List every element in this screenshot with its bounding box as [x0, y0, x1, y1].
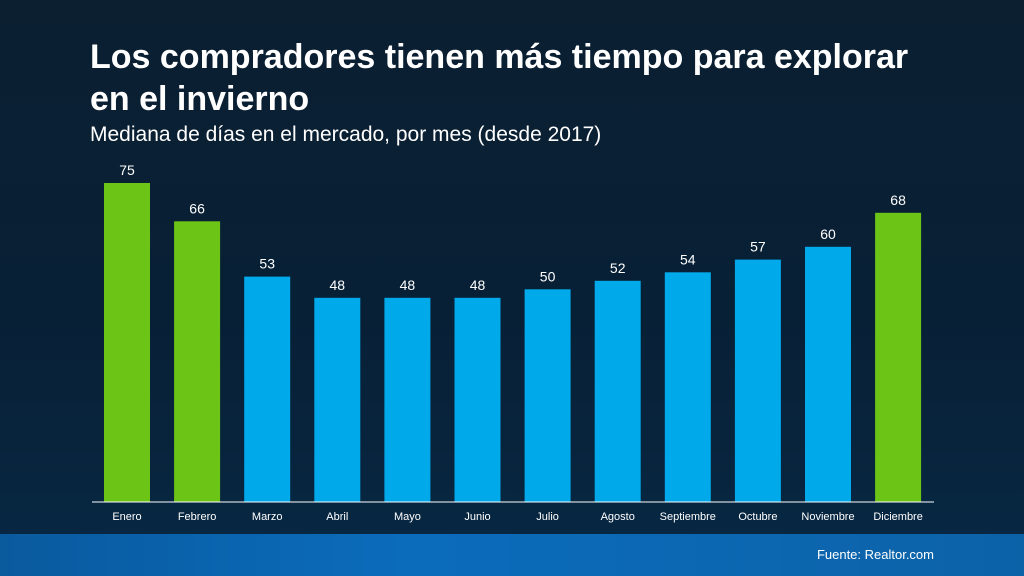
data-label-diciembre: 68 — [890, 192, 906, 208]
bar-abril — [314, 297, 361, 502]
data-label-febrero: 66 — [189, 200, 205, 216]
x-tick-label-septiembre: Septiembre — [660, 511, 716, 523]
x-tick-label-mayo: Mayo — [394, 511, 421, 523]
bar-marzo — [244, 276, 291, 502]
bar-febrero — [174, 221, 221, 503]
data-label-julio: 50 — [540, 268, 556, 284]
bar-octubre — [734, 259, 781, 502]
x-tick-label-abril: Abril — [326, 511, 348, 523]
data-label-marzo: 53 — [259, 256, 275, 272]
bar-noviembre — [805, 246, 851, 502]
x-tick-label-agosto: Agosto — [601, 511, 635, 523]
x-tick-label-junio: Junio — [464, 511, 490, 523]
footer-bar: Fuente: Realtor.com — [0, 534, 1024, 576]
bar-julio — [524, 289, 571, 502]
x-tick-label-diciembre: Diciembre — [873, 511, 923, 523]
data-label-octubre: 57 — [750, 239, 766, 255]
bar-mayo — [384, 297, 431, 502]
data-label-junio: 48 — [470, 277, 486, 293]
x-tick-label-enero: Enero — [112, 511, 141, 523]
data-label-septiembre: 54 — [680, 251, 696, 267]
data-label-enero: 75 — [119, 162, 135, 178]
bar-junio — [454, 297, 501, 502]
data-label-abril: 48 — [330, 277, 346, 293]
page-title: Los compradores tienen más tiempo para e… — [90, 38, 909, 118]
data-label-agosto: 52 — [610, 260, 626, 276]
data-label-noviembre: 60 — [820, 226, 836, 242]
bar-agosto — [594, 280, 641, 502]
x-tick-label-febrero: Febrero — [178, 511, 217, 523]
x-tick-label-octubre: Octubre — [738, 511, 777, 523]
x-tick-label-noviembre: Noviembre — [801, 511, 854, 523]
x-tick-label-julio: Julio — [536, 511, 559, 523]
source-label: Fuente: Realtor.com — [816, 547, 934, 562]
bar-septiembre — [664, 272, 711, 502]
bar-diciembre — [875, 212, 922, 503]
data-label-mayo: 48 — [400, 277, 416, 293]
x-tick-label-marzo: Marzo — [252, 511, 283, 523]
bar-enero — [104, 183, 150, 502]
page-subtitle: Mediana de días en el mercado, por mes (… — [90, 123, 602, 146]
